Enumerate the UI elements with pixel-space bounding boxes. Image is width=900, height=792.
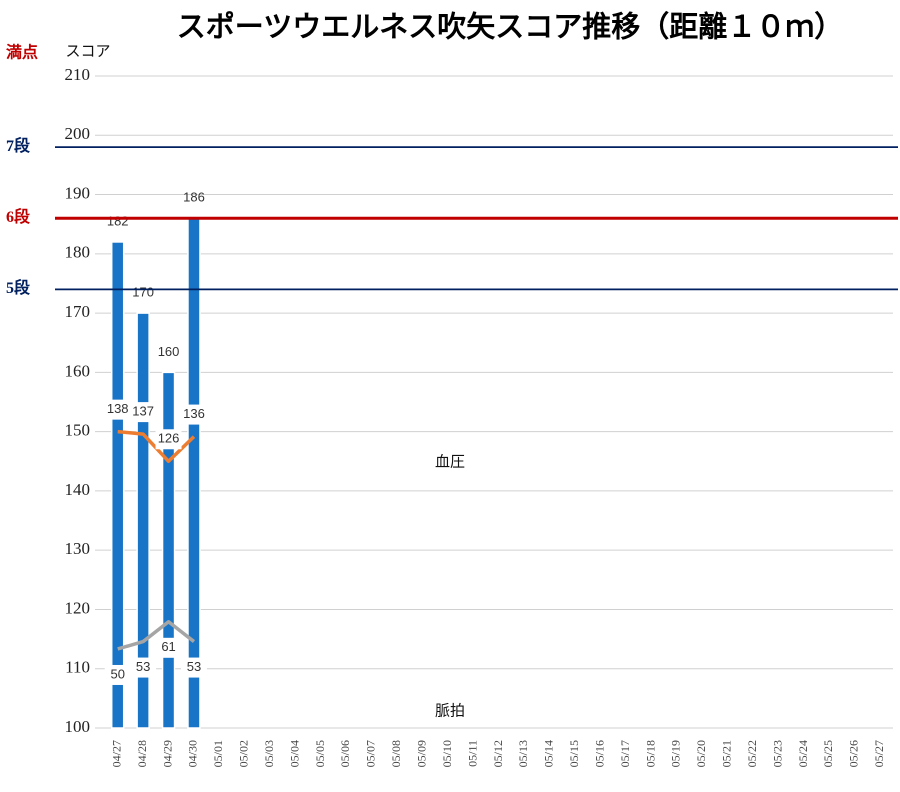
x-tick-label: 05/24 [796, 740, 810, 767]
y-tick-label: 200 [65, 124, 91, 143]
data-label-box [155, 637, 182, 658]
y-tick-label: 110 [65, 658, 90, 677]
data-label: 126 [158, 431, 180, 446]
y-tick-label: 140 [65, 480, 91, 499]
data-label: 170 [132, 285, 154, 300]
y-tick-label: 120 [65, 598, 91, 617]
y-tick-label: 190 [65, 183, 91, 202]
x-tick-label: 05/14 [542, 740, 556, 767]
x-tick-label: 05/10 [440, 740, 454, 767]
data-label-box [180, 657, 207, 678]
x-tick-label: 05/23 [770, 740, 784, 767]
x-tick-label: 04/28 [135, 740, 149, 767]
x-tick-label: 05/04 [287, 740, 301, 767]
x-tick-label: 05/20 [694, 740, 708, 767]
x-tick-label: 05/17 [618, 740, 632, 767]
data-label: 50 [110, 666, 124, 681]
y-tick-label: 100 [65, 717, 91, 736]
data-label: 182 [107, 213, 129, 228]
x-tick-label: 05/01 [211, 740, 225, 767]
x-tick-label: 05/21 [720, 740, 734, 767]
series-name: 脈拍 [435, 702, 465, 719]
x-tick-label: 05/15 [567, 740, 581, 767]
data-label-box [130, 657, 157, 678]
x-tick-label: 05/09 [414, 740, 428, 767]
y-tick-label: 170 [65, 302, 91, 321]
data-label-box [155, 429, 182, 450]
x-tick-label: 05/22 [745, 740, 759, 767]
x-tick-label: 05/27 [872, 740, 886, 767]
data-label: 137 [132, 404, 154, 419]
data-label-box [130, 402, 157, 423]
x-tick-label: 05/08 [389, 740, 403, 767]
bar [110, 241, 125, 729]
x-tick-label: 05/16 [592, 740, 606, 767]
x-tick-label: 05/19 [669, 740, 683, 767]
data-label-box [104, 399, 131, 420]
data-label: 138 [107, 401, 129, 416]
y-tick-label: 180 [65, 243, 91, 262]
data-label: 61 [161, 639, 175, 654]
y-axis-label: スコア [65, 43, 110, 60]
y-tick-label: 130 [65, 539, 91, 558]
x-tick-label: 04/29 [160, 740, 174, 767]
data-label: 136 [183, 406, 205, 421]
x-tick-label: 04/27 [109, 740, 123, 767]
data-label: 186 [183, 190, 205, 205]
x-tick-label: 05/26 [847, 740, 861, 767]
data-label-box [104, 664, 131, 685]
x-tick-label: 05/05 [313, 740, 327, 767]
chart-title: スポーツウエルネス吹矢スコア推移（距離１０ｍ） [177, 11, 843, 44]
data-label: 53 [136, 659, 150, 674]
data-label: 53 [187, 659, 201, 674]
full-score-label: 満点 [6, 43, 38, 62]
x-tick-label: 05/06 [338, 740, 352, 767]
reference-label: 7段 [6, 136, 31, 155]
x-tick-label: 05/13 [516, 740, 530, 767]
x-tick-label: 05/12 [491, 740, 505, 767]
series-name: 血圧 [435, 453, 465, 470]
x-tick-label: 05/07 [364, 740, 378, 767]
x-tick-label: 05/18 [643, 740, 657, 767]
x-tick-label: 05/03 [262, 740, 276, 767]
data-label-box [180, 404, 207, 425]
x-tick-label: 05/02 [237, 740, 251, 767]
series-line [117, 620, 196, 651]
x-tick-label: 05/11 [465, 740, 479, 767]
y-tick-label: 210 [65, 65, 91, 84]
y-tick-label: 150 [65, 421, 91, 440]
reference-label: 5段 [6, 278, 31, 297]
x-tick-label: 04/30 [186, 740, 200, 767]
bar [187, 217, 201, 729]
x-tick-label: 05/25 [821, 740, 835, 767]
data-label: 160 [158, 344, 180, 359]
bar [161, 371, 176, 729]
y-tick-label: 160 [65, 361, 91, 380]
reference-label: 6段 [6, 207, 31, 226]
